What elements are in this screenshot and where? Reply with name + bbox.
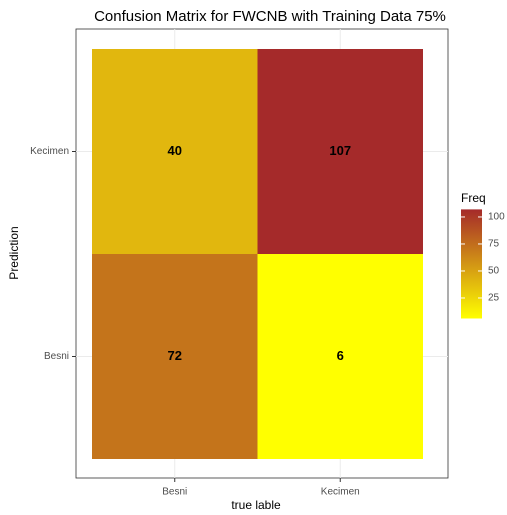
- x-axis-label: true lable: [231, 498, 281, 512]
- y-tick-label: Kecimen: [30, 146, 69, 157]
- y-tick-label: Besni: [44, 351, 69, 362]
- cell: [92, 49, 258, 254]
- cell-label: 107: [329, 143, 351, 158]
- colorbar: [461, 209, 482, 319]
- colorbar-label: 100: [488, 212, 505, 223]
- cell: [257, 49, 423, 254]
- colorbar-label: 25: [488, 293, 500, 304]
- x-tick-label: Kecimen: [321, 487, 360, 498]
- cell-label: 6: [337, 348, 344, 363]
- cell-label: 40: [168, 143, 182, 158]
- cell: [92, 254, 258, 459]
- y-axis-label: Prediction: [7, 226, 21, 279]
- chart-title: Confusion Matrix for FWCNB with Training…: [94, 8, 446, 25]
- x-tick-label: Besni: [162, 487, 187, 498]
- cell-label: 72: [168, 348, 182, 363]
- cell: [257, 254, 423, 459]
- colorbar-label: 50: [488, 266, 500, 277]
- colorbar-label: 75: [488, 239, 500, 250]
- legend-title: Freq: [461, 191, 486, 205]
